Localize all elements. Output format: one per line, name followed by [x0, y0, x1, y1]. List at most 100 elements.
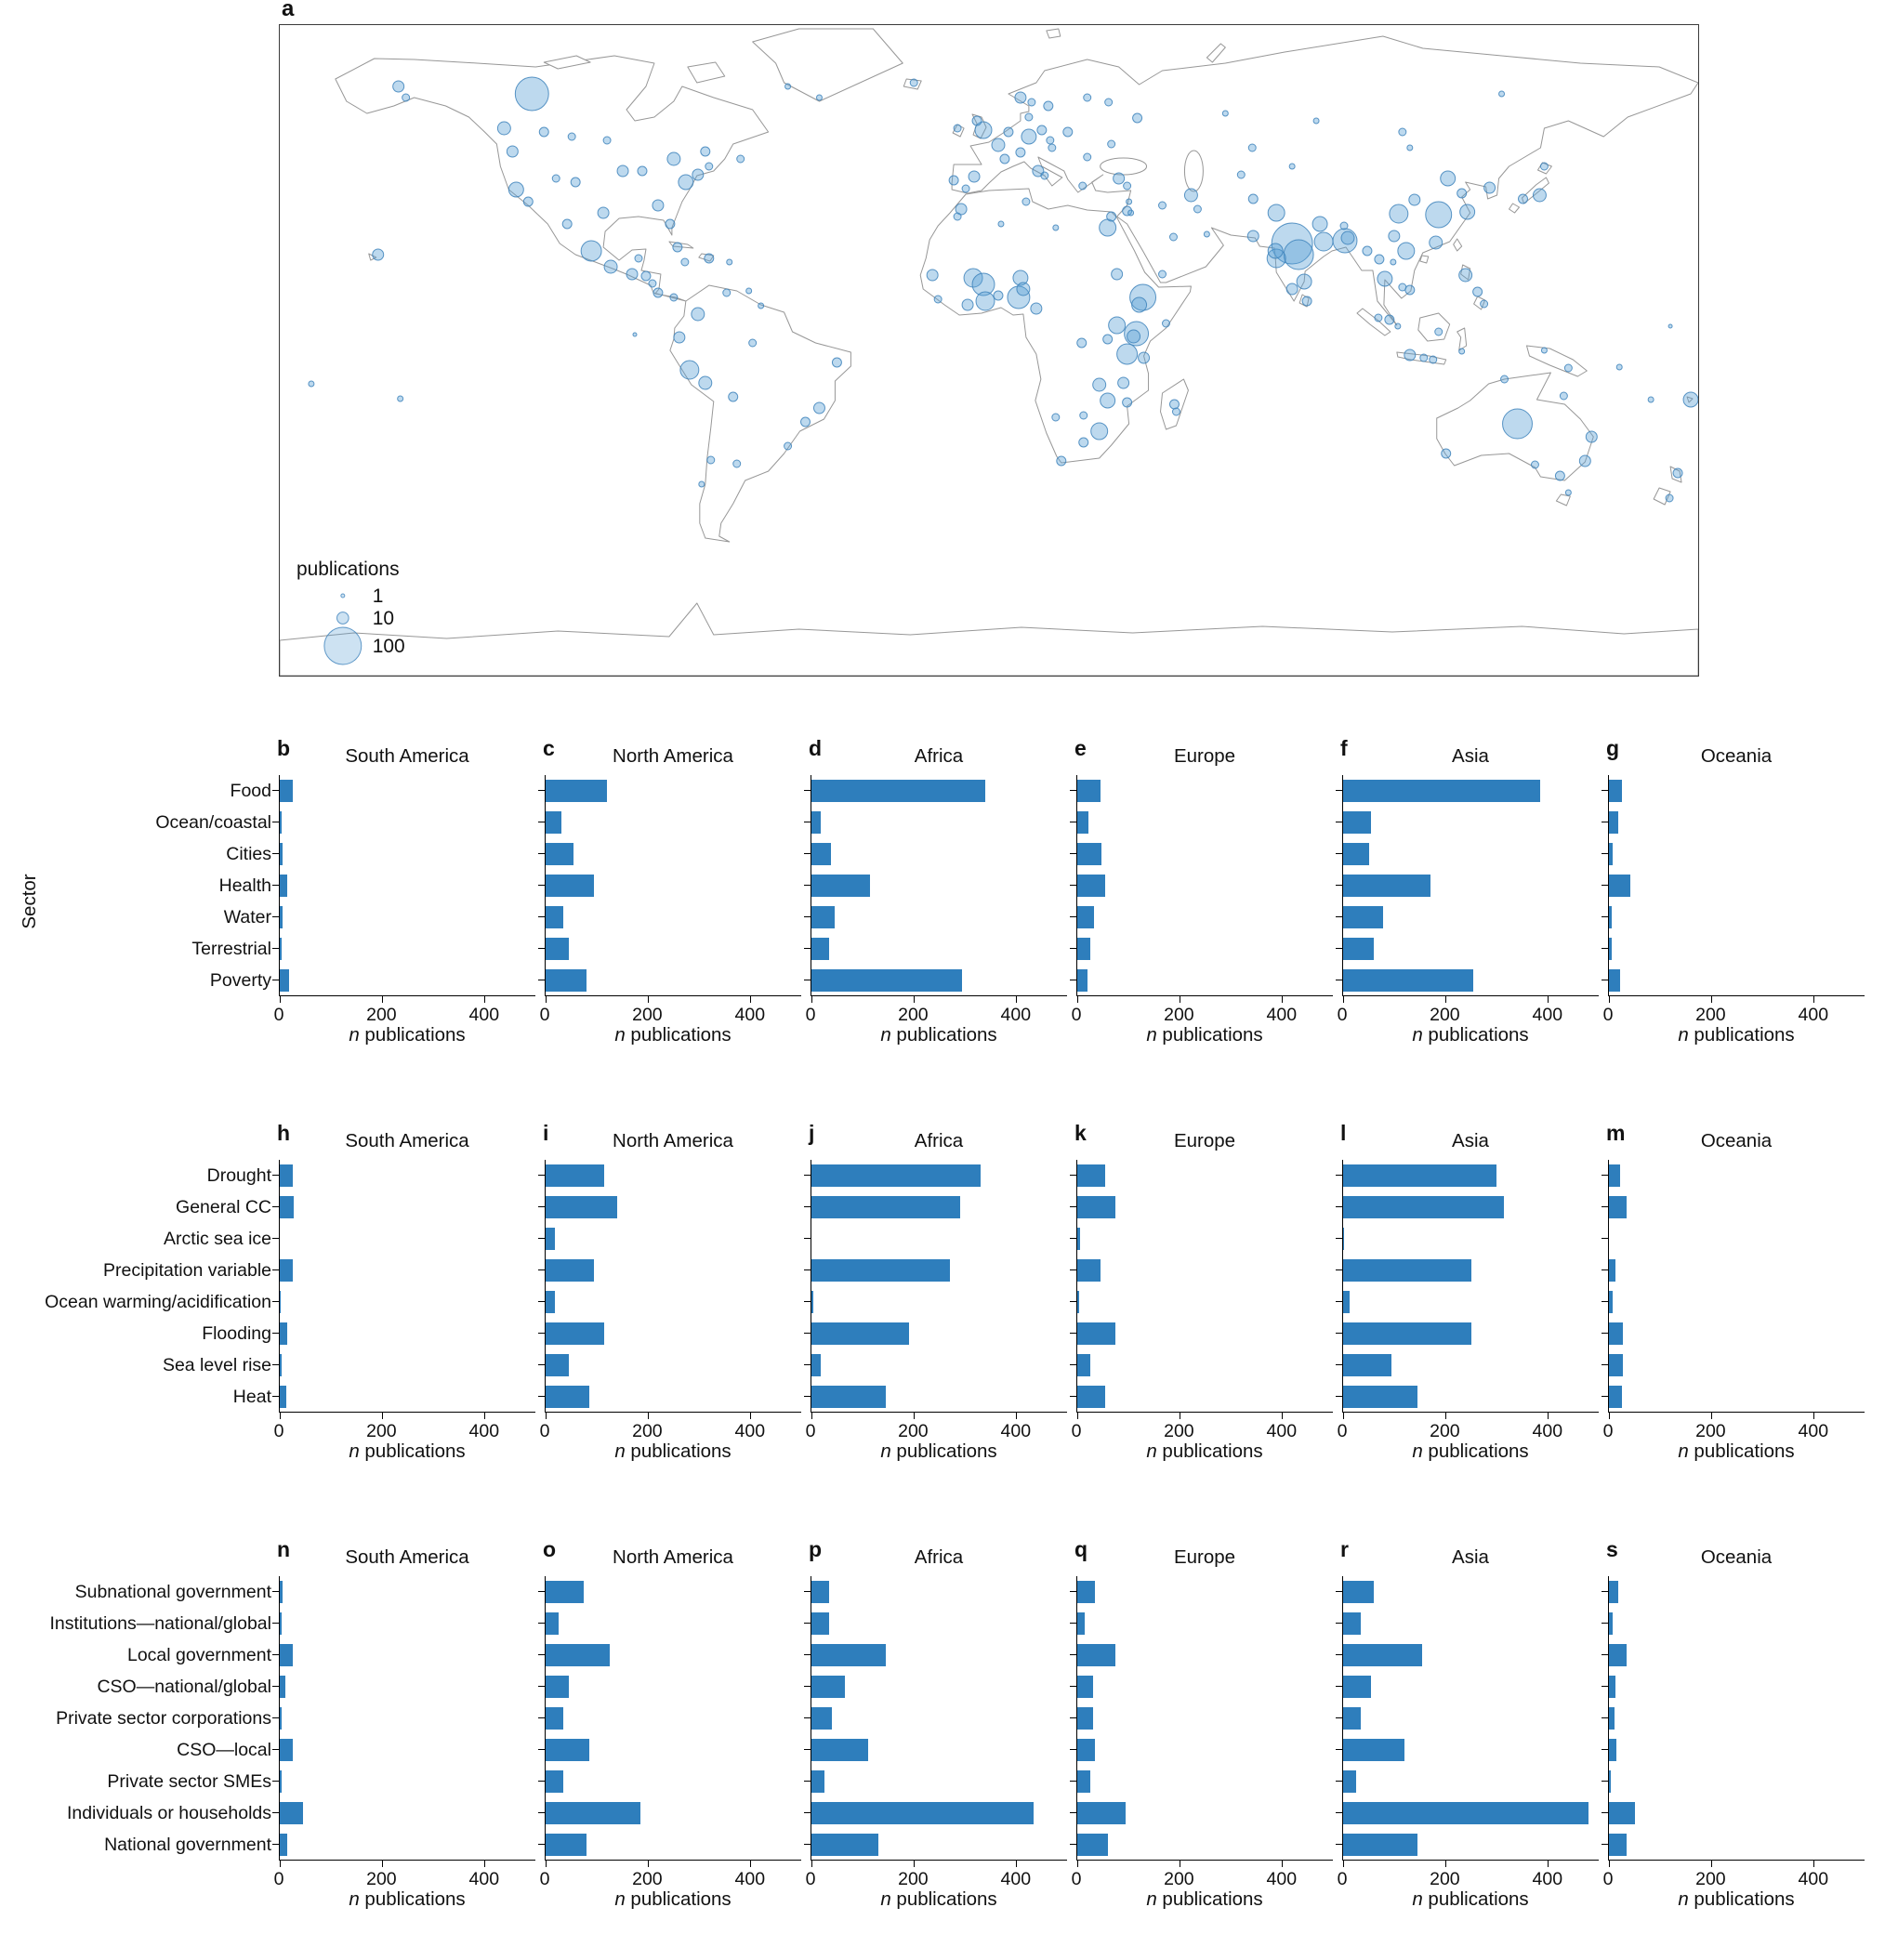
bar: [1609, 1164, 1621, 1187]
category-tick: [1336, 853, 1343, 855]
publication-bubble: [1078, 181, 1088, 191]
bar: [811, 1802, 1035, 1824]
category-tick: [1336, 916, 1343, 918]
legend-size-circle: [340, 593, 346, 599]
bar: [280, 780, 293, 802]
plot-area: [804, 775, 1067, 1003]
category-tick: [272, 1396, 280, 1398]
category-tick: [1336, 1591, 1343, 1593]
bar: [1609, 1386, 1622, 1408]
publication-bubble: [1498, 90, 1506, 98]
publication-bubble: [961, 184, 970, 193]
x-tick-label: 200: [632, 1421, 663, 1441]
panel-letter: f: [1340, 736, 1348, 760]
bar: [1077, 1644, 1116, 1666]
publication-bubble: [1132, 112, 1143, 124]
publication-bubble: [1419, 353, 1429, 362]
x-axis-tick: [1445, 995, 1447, 1003]
x-axis-tick: [1016, 1412, 1018, 1419]
bar: [546, 1164, 605, 1187]
publication-bubble: [372, 248, 385, 261]
category-tick: [538, 1364, 546, 1366]
publication-bubble: [926, 269, 939, 282]
category-tick: [272, 1623, 280, 1625]
bar: [546, 811, 561, 834]
x-tick-label: 400: [468, 1869, 500, 1889]
category-tick: [1070, 1812, 1077, 1814]
x-tick-label: 200: [1695, 1005, 1726, 1025]
category-tick: [1602, 1717, 1609, 1719]
bar: [280, 1676, 285, 1698]
world-landmasses: [280, 28, 1698, 676]
publication-bubble: [1563, 363, 1573, 373]
category-tick: [1070, 1364, 1077, 1366]
bar: [1609, 843, 1614, 865]
bar: [546, 1770, 564, 1793]
publication-bubble: [784, 441, 793, 451]
bar-panel-k: k Europe 0 200 400 n publications: [1070, 1121, 1333, 1463]
x-axis-tick: [484, 1860, 486, 1867]
category-tick: [804, 1654, 811, 1656]
category-tick: [538, 853, 546, 855]
x-axis-tick: [1548, 1412, 1549, 1419]
world-map-frame: n publications 110 100: [279, 24, 1699, 677]
bar: [1343, 1834, 1417, 1856]
category-labels: Drought General CC Arctic sea ice Precipita…: [0, 1128, 279, 1463]
publication-bubble: [1106, 211, 1117, 222]
bar: [1609, 1802, 1635, 1824]
bar: [1343, 1770, 1356, 1793]
legend-size-label: 100: [373, 636, 405, 657]
bar: [1609, 1676, 1615, 1698]
x-axis-tick: [811, 1860, 813, 1867]
publication-bubble: [700, 146, 711, 157]
publication-bubble: [1168, 399, 1180, 410]
bar: [1077, 906, 1094, 928]
publication-bubble: [1532, 188, 1547, 203]
publication-bubble: [1022, 197, 1031, 206]
publication-bubble: [1578, 454, 1591, 467]
publication-bubble: [1672, 467, 1683, 479]
panel-header: f Asia: [1340, 736, 1599, 775]
publication-bubble: [397, 395, 404, 402]
x-axis-tick: [546, 995, 547, 1003]
publication-bubble: [1036, 125, 1048, 136]
publication-bubble: [1083, 93, 1092, 102]
category-tick: [538, 885, 546, 887]
x-tick-label: 400: [1532, 1005, 1563, 1025]
x-tick-label: 400: [1798, 1005, 1829, 1025]
bar: [811, 780, 985, 802]
category-label: Subnational government: [74, 1582, 271, 1602]
category-tick: [1336, 1749, 1343, 1751]
x-axis-tick: [1609, 995, 1611, 1003]
x-tick-label: 200: [1430, 1005, 1460, 1025]
publication-bubble: [1099, 218, 1117, 237]
publication-bubble: [580, 240, 602, 262]
publication-bubble: [1162, 319, 1170, 328]
x-tick-label: 0: [273, 1005, 284, 1025]
category-tick: [804, 1333, 811, 1335]
x-tick-labels: 0 200 400: [806, 1861, 1067, 1889]
category-tick: [804, 1844, 811, 1846]
publication-bubble: [1394, 322, 1402, 330]
x-axis-tick: [1016, 995, 1018, 1003]
x-axis-tick: [1711, 995, 1713, 1003]
bar: [1077, 1196, 1116, 1218]
legend-size-circle: [323, 626, 362, 665]
category-tick: [1336, 790, 1343, 792]
x-axis-tick: [811, 1412, 813, 1419]
bar: [280, 969, 289, 992]
category-tick: [804, 1686, 811, 1688]
plot-area: [1336, 1160, 1599, 1419]
publication-bubble: [1024, 112, 1034, 122]
panel-title: South America: [345, 1546, 469, 1568]
bar: [1077, 969, 1088, 992]
category-tick: [1070, 1269, 1077, 1271]
panel-title: Asia: [1452, 1546, 1489, 1568]
publication-bubble: [1129, 283, 1157, 311]
x-axis-title: n publications: [614, 1888, 732, 1910]
panel-header: p Africa: [809, 1537, 1067, 1576]
bar: [1077, 1739, 1096, 1761]
publication-bubble: [745, 287, 753, 295]
plot-area: [538, 1160, 801, 1419]
x-axis-title: n publications: [1678, 1440, 1795, 1462]
